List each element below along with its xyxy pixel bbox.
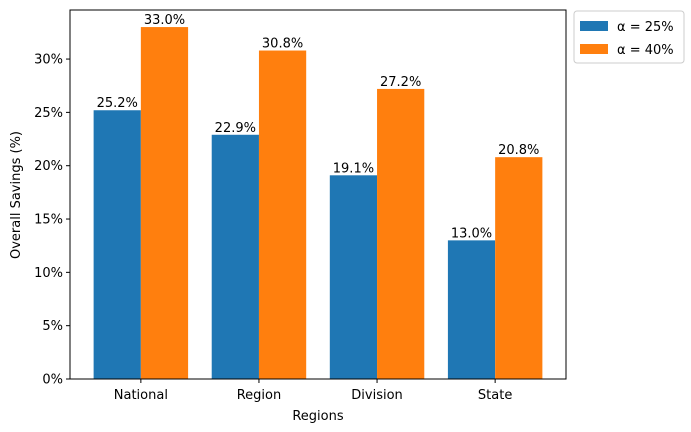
x-axis-label: Regions: [292, 409, 344, 424]
data-label-division-series-2: 27.2%: [380, 75, 421, 90]
data-label-region-series-1: 22.9%: [215, 121, 256, 136]
plot-area-frame: [69, 9, 567, 380]
data-labels-layer: 25.2% 22.9% 19.1% 13.0% 33.0% 30.8% 27.2% 20.8%: [97, 13, 540, 241]
y-axis: 0% 5% 10% 15% 20% 25% 30%: [34, 53, 70, 388]
y-tick-label: 0%: [42, 373, 63, 388]
legend-swatch-alpha-40: [580, 44, 608, 54]
bar-division-series-1: [329, 175, 378, 379]
data-label-region-series-2: 30.8%: [262, 37, 303, 52]
bar-state-series-2: [495, 157, 543, 379]
bar-division-series-2: [377, 88, 425, 380]
bar-state-series-1: [447, 240, 496, 379]
data-label-national-series-1: 25.2%: [97, 96, 138, 111]
data-label-division-series-1: 19.1%: [333, 161, 374, 176]
y-tick-label: 20%: [34, 159, 63, 174]
legend-label-alpha-40: α = 40%: [617, 43, 674, 58]
x-tick-label-state: State: [478, 388, 512, 403]
legend-label-alpha-25: α = 25%: [617, 20, 674, 35]
y-tick-label: 5%: [42, 319, 63, 334]
bar-region-series-1: [211, 134, 259, 379]
y-axis-label: Overall Savings (%): [9, 131, 24, 259]
y-tick-label: 25%: [34, 106, 63, 121]
y-tick-label: 15%: [34, 213, 63, 228]
data-label-national-series-2: 33.0%: [144, 13, 185, 28]
x-tick-label-region: Region: [237, 388, 282, 403]
bars-layer: [93, 27, 543, 380]
bar-national-series-2: [140, 27, 189, 379]
bar-region-series-2: [258, 50, 307, 380]
x-tick-label-division: Division: [351, 388, 403, 403]
x-tick-label-national: National: [114, 388, 168, 403]
legend-swatch-alpha-25: [580, 21, 608, 31]
y-tick-label: 30%: [34, 53, 63, 68]
y-tick-label: 10%: [34, 266, 63, 281]
legend: α = 25% α = 40%: [573, 10, 685, 64]
data-label-state-series-2: 20.8%: [498, 143, 539, 158]
data-label-state-series-1: 13.0%: [451, 226, 492, 241]
bar-national-series-1: [93, 110, 141, 379]
x-axis: National Region Division State: [114, 379, 512, 403]
